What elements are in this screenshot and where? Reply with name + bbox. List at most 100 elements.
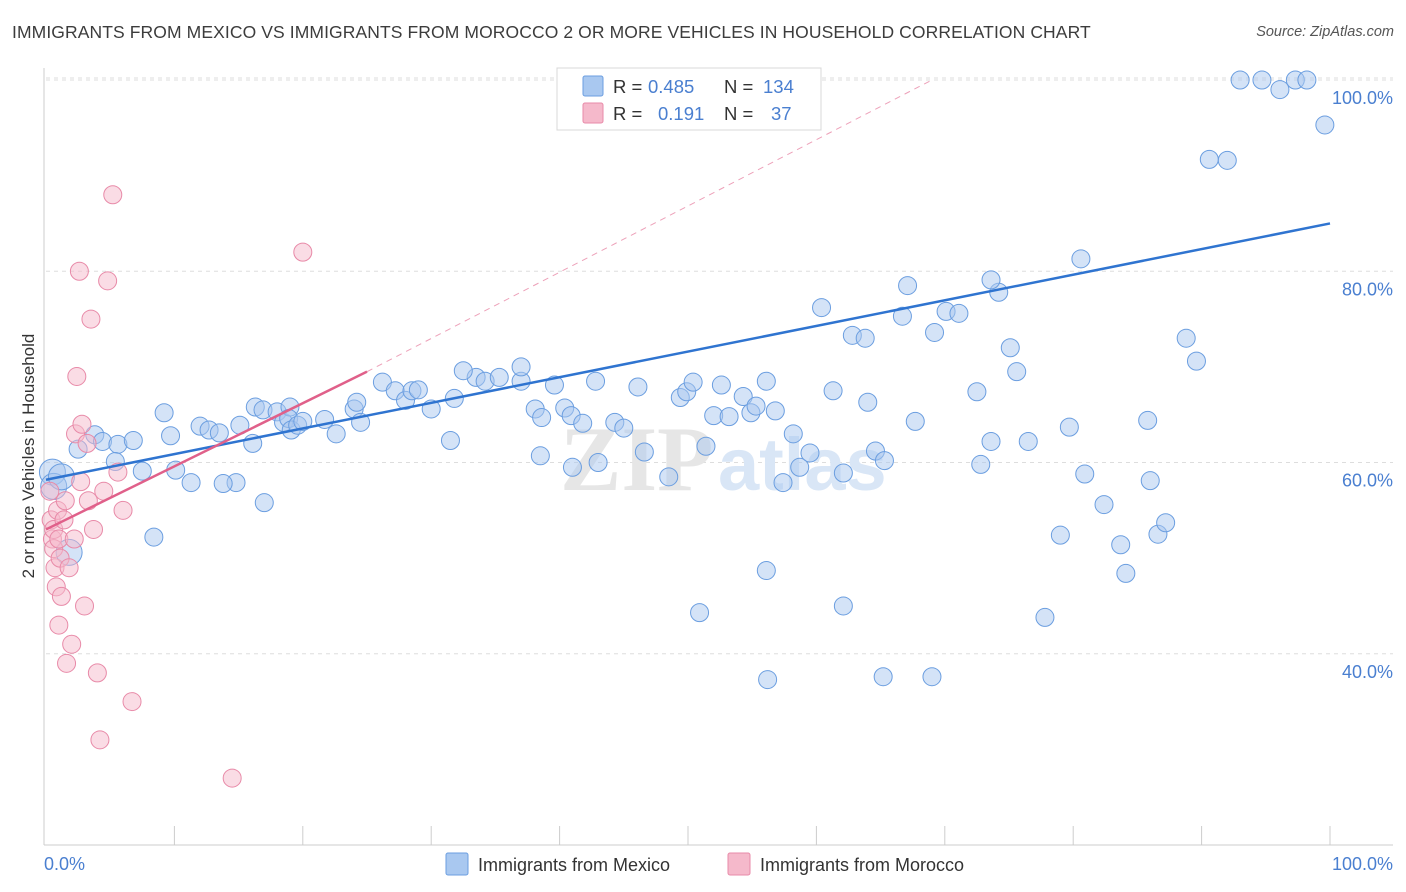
point-mexico-32 (293, 411, 313, 431)
point-mexico-113 (1156, 513, 1176, 533)
point-mexico-49 (489, 367, 509, 387)
point-morocco-27 (84, 519, 104, 539)
point-mexico-123 (1315, 115, 1335, 135)
y-tick-label-40: 40.0% (1342, 662, 1393, 682)
x-tick-label-100: 100.0% (1332, 854, 1393, 874)
point-mexico-130 (855, 328, 875, 348)
point-morocco-22 (72, 414, 92, 434)
point-morocco-23 (75, 596, 95, 616)
point-mexico-34 (326, 424, 346, 444)
point-mexico-91 (898, 276, 918, 296)
point-mexico-44 (440, 431, 460, 451)
point-mexico-118 (1230, 70, 1250, 90)
point-mexico-82 (800, 443, 820, 463)
point-mexico-74 (733, 387, 753, 407)
series-legend: Immigrants from Mexico Immigrants from M… (445, 852, 964, 876)
point-mexico-102 (1018, 431, 1038, 451)
legend-r-value-morocco: 0.191 (658, 103, 704, 124)
y-tick-label-100: 100.0% (1332, 88, 1393, 108)
point-mexico-98 (981, 431, 1001, 451)
point-mexico-125 (690, 603, 710, 623)
point-morocco-26 (81, 309, 101, 329)
point-morocco-37 (293, 242, 313, 262)
point-morocco-29 (90, 730, 110, 750)
point-mexico-79 (773, 473, 793, 493)
point-morocco-16 (62, 634, 82, 654)
point-mexico-64 (628, 377, 648, 397)
point-mexico-129 (922, 667, 942, 687)
legend-n-value-mexico: 134 (763, 76, 794, 97)
point-mexico-66 (659, 467, 679, 487)
point-morocco-32 (103, 185, 123, 205)
axes (43, 68, 1393, 846)
point-mexico-21 (213, 474, 233, 494)
point-mexico-101 (1007, 362, 1027, 382)
trend-mexico (45, 222, 1331, 481)
series-morocco-points (40, 185, 313, 788)
point-morocco-13 (55, 491, 75, 511)
point-mexico-93 (925, 322, 945, 342)
point-mexico-89 (874, 451, 894, 471)
point-mexico-58 (573, 413, 593, 433)
point-mexico-13 (144, 527, 164, 547)
point-mexico-47 (453, 361, 473, 381)
point-morocco-11 (51, 586, 71, 606)
point-mexico-60 (562, 457, 582, 477)
point-mexico-70 (696, 436, 716, 456)
point-mexico-111 (1138, 410, 1158, 430)
point-mexico-61 (588, 453, 608, 472)
point-mexico-115 (1186, 351, 1206, 371)
x-tick-label-0: 0.0% (44, 854, 85, 874)
point-mexico-80 (783, 424, 803, 444)
point-mexico-85 (833, 463, 853, 483)
point-mexico-116 (1199, 149, 1219, 169)
point-mexico-53 (511, 357, 531, 377)
point-mexico-84 (823, 381, 843, 401)
y-tick-label-60: 60.0% (1342, 471, 1393, 491)
point-mexico-52 (530, 446, 550, 466)
point-mexico-59 (586, 371, 606, 391)
point-morocco-35 (122, 692, 142, 712)
trend-lines (45, 79, 1331, 531)
point-mexico-105 (1059, 417, 1079, 437)
point-mexico-54 (532, 408, 552, 428)
legend-n-label-mexico: N = (724, 76, 753, 97)
point-morocco-19 (67, 366, 87, 386)
point-mexico-77 (756, 371, 776, 391)
point-morocco-24 (77, 433, 97, 453)
point-morocco-9 (49, 615, 69, 635)
point-mexico-76 (746, 396, 766, 416)
point-mexico-100 (1000, 338, 1020, 358)
point-mexico-11 (154, 403, 174, 423)
point-morocco-33 (108, 462, 128, 482)
x-axis-ticks (173, 826, 1331, 845)
point-mexico-87 (858, 392, 878, 412)
point-mexico-128 (873, 667, 893, 687)
point-mexico-25 (254, 493, 274, 513)
point-mexico-65 (634, 442, 654, 462)
bottom-legend-swatch-morocco (727, 852, 751, 876)
point-mexico-97 (971, 454, 991, 474)
legend-swatch-mexico (582, 75, 604, 97)
point-mexico-18 (209, 423, 229, 443)
point-mexico-12 (161, 426, 181, 446)
point-mexico-83 (812, 298, 832, 318)
point-mexico-124 (756, 561, 776, 581)
point-mexico-92 (905, 411, 925, 431)
point-mexico-73 (719, 407, 739, 427)
legend-n-label-morocco: N = (724, 103, 753, 124)
point-mexico-42 (408, 380, 428, 400)
point-mexico-10 (132, 461, 152, 481)
point-mexico-132 (1140, 471, 1160, 491)
point-mexico-96 (967, 382, 987, 402)
point-morocco-15 (59, 558, 79, 578)
point-mexico-63 (614, 418, 634, 438)
stats-legend: R = 0.485 N = 134 R = 0.191 N = 37 (556, 67, 822, 131)
point-mexico-95 (949, 303, 969, 323)
y-axis-title: 2 or more Vehicles in Household (19, 334, 38, 579)
point-mexico-122 (1297, 70, 1317, 90)
point-mexico-107 (1075, 464, 1095, 484)
point-morocco-20 (69, 261, 89, 281)
trend-morocco-extension (366, 79, 933, 373)
